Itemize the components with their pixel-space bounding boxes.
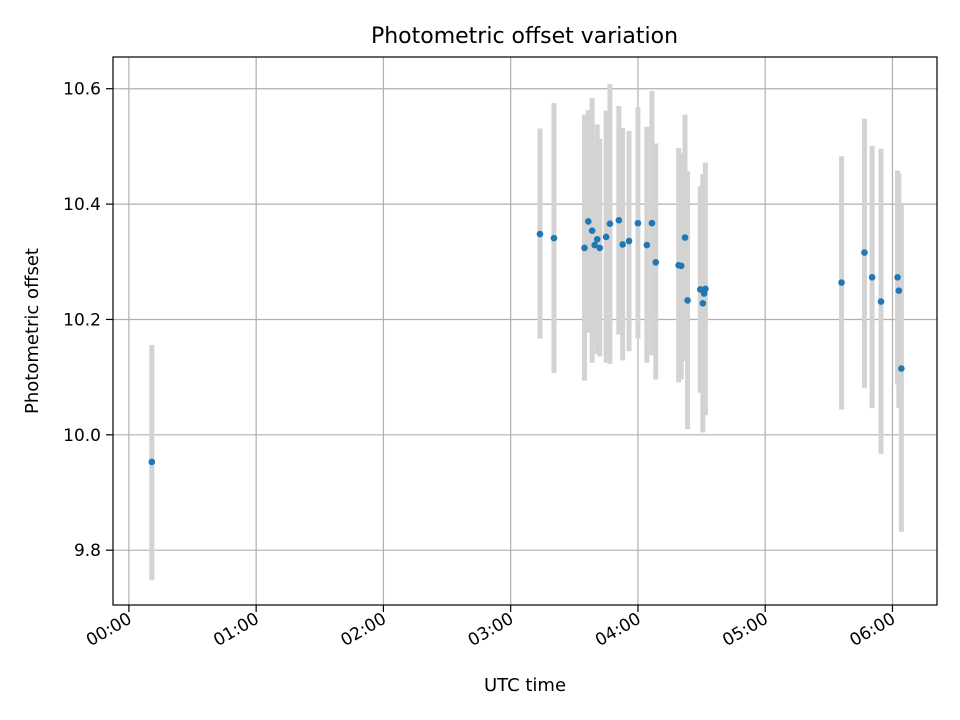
x-axis-label: UTC time (484, 675, 566, 696)
data-point (681, 234, 689, 241)
data-point (861, 249, 868, 256)
data-point (625, 237, 633, 245)
data-point (602, 233, 610, 241)
y-axis-ticks: 9.8 10.0 10.2 10.4 10.6 (63, 80, 113, 561)
data-point (652, 259, 660, 266)
data-point (588, 227, 596, 234)
data-point (684, 297, 691, 304)
data-point (536, 230, 544, 238)
data-point (596, 244, 604, 252)
y-tick-label: 9.8 (74, 541, 101, 561)
data-point (581, 244, 588, 252)
y-axis-label: Photometric offset (22, 248, 43, 414)
chart-title: Photometric offset variation (371, 24, 678, 49)
data-point (550, 234, 558, 242)
data-point (894, 274, 901, 281)
data-point (895, 287, 903, 294)
data-point (702, 285, 709, 293)
data-point (619, 241, 626, 248)
data-point (591, 241, 598, 249)
y-tick-label: 10.4 (63, 195, 101, 215)
data-point (838, 279, 845, 286)
data-point (898, 365, 905, 372)
data-point (593, 235, 601, 243)
data-point (148, 458, 156, 466)
data-point (699, 300, 707, 307)
data-point (877, 298, 885, 305)
data-point (606, 220, 614, 228)
y-tick-label: 10.0 (63, 426, 101, 446)
data-point (634, 219, 642, 227)
data-point (648, 219, 656, 227)
plot-area-frame (112, 56, 938, 606)
data-points (148, 216, 905, 466)
data-point (585, 218, 592, 225)
data-point (677, 262, 685, 270)
data-point (643, 241, 651, 249)
y-tick-label: 10.2 (63, 310, 101, 330)
data-point (615, 216, 623, 224)
data-point (868, 274, 876, 281)
y-tick-label: 10.6 (63, 80, 101, 100)
